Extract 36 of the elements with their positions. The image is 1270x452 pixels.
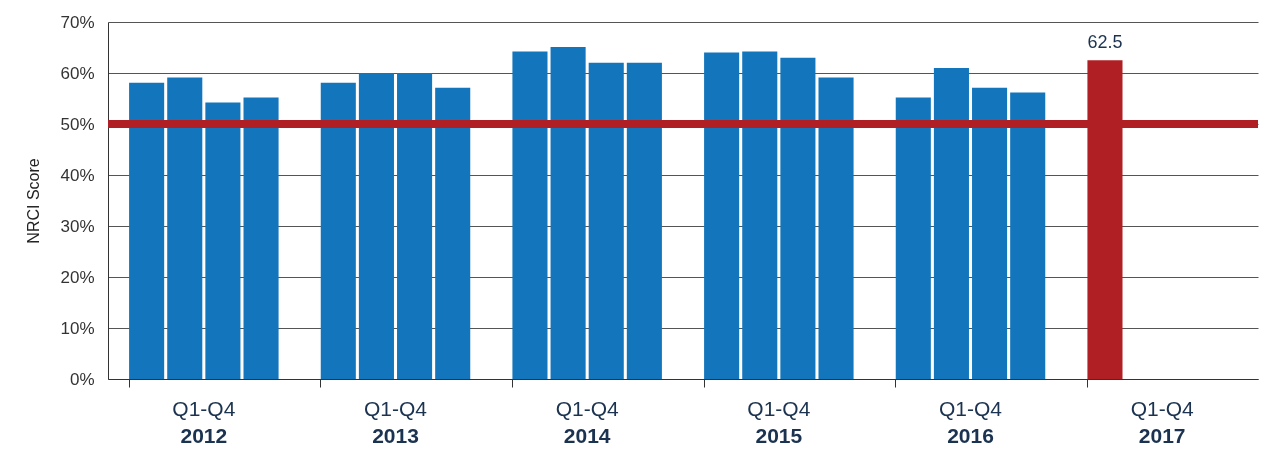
- y-tick-label: 40%: [60, 165, 95, 185]
- y-tick-label: 0%: [69, 369, 95, 389]
- bar: [626, 62, 662, 379]
- y-tick-label: 30%: [60, 216, 95, 236]
- y-tick-label: 60%: [60, 63, 95, 83]
- bar: [933, 67, 969, 379]
- bar: [358, 73, 394, 379]
- bar: [167, 77, 203, 379]
- y-tick-label: 20%: [60, 267, 95, 287]
- y-tick-label: 50%: [60, 114, 95, 134]
- bar: [1010, 92, 1046, 379]
- bar: [512, 51, 548, 379]
- bar: [704, 52, 740, 379]
- bar: [780, 57, 816, 379]
- bar: [435, 87, 471, 379]
- bar: [397, 73, 433, 379]
- category-label: Q1-Q4 2017: [1130, 397, 1194, 447]
- y-axis-title: NRCI Score: [25, 158, 43, 244]
- bar: [972, 87, 1008, 379]
- bar: [550, 46, 586, 379]
- bar: [895, 97, 931, 379]
- y-tick-label: 10%: [60, 318, 95, 338]
- category-label: Q1-Q4 2012: [172, 397, 236, 447]
- bar: [243, 97, 279, 379]
- bar: [320, 82, 356, 379]
- bar: [818, 77, 854, 379]
- bar: [129, 82, 165, 379]
- bar: [205, 102, 241, 379]
- bar: [742, 51, 778, 379]
- category-label: Q1-Q4 2013: [363, 397, 428, 447]
- data-label: 62.5: [1087, 32, 1123, 53]
- bar: [588, 62, 624, 379]
- category-label: Q1-Q4 2016: [938, 397, 1003, 447]
- category-label: Q1-Q4 2014: [555, 397, 619, 447]
- category-label: Q1-Q4 2015: [747, 397, 811, 447]
- y-tick-label: 70%: [60, 12, 95, 32]
